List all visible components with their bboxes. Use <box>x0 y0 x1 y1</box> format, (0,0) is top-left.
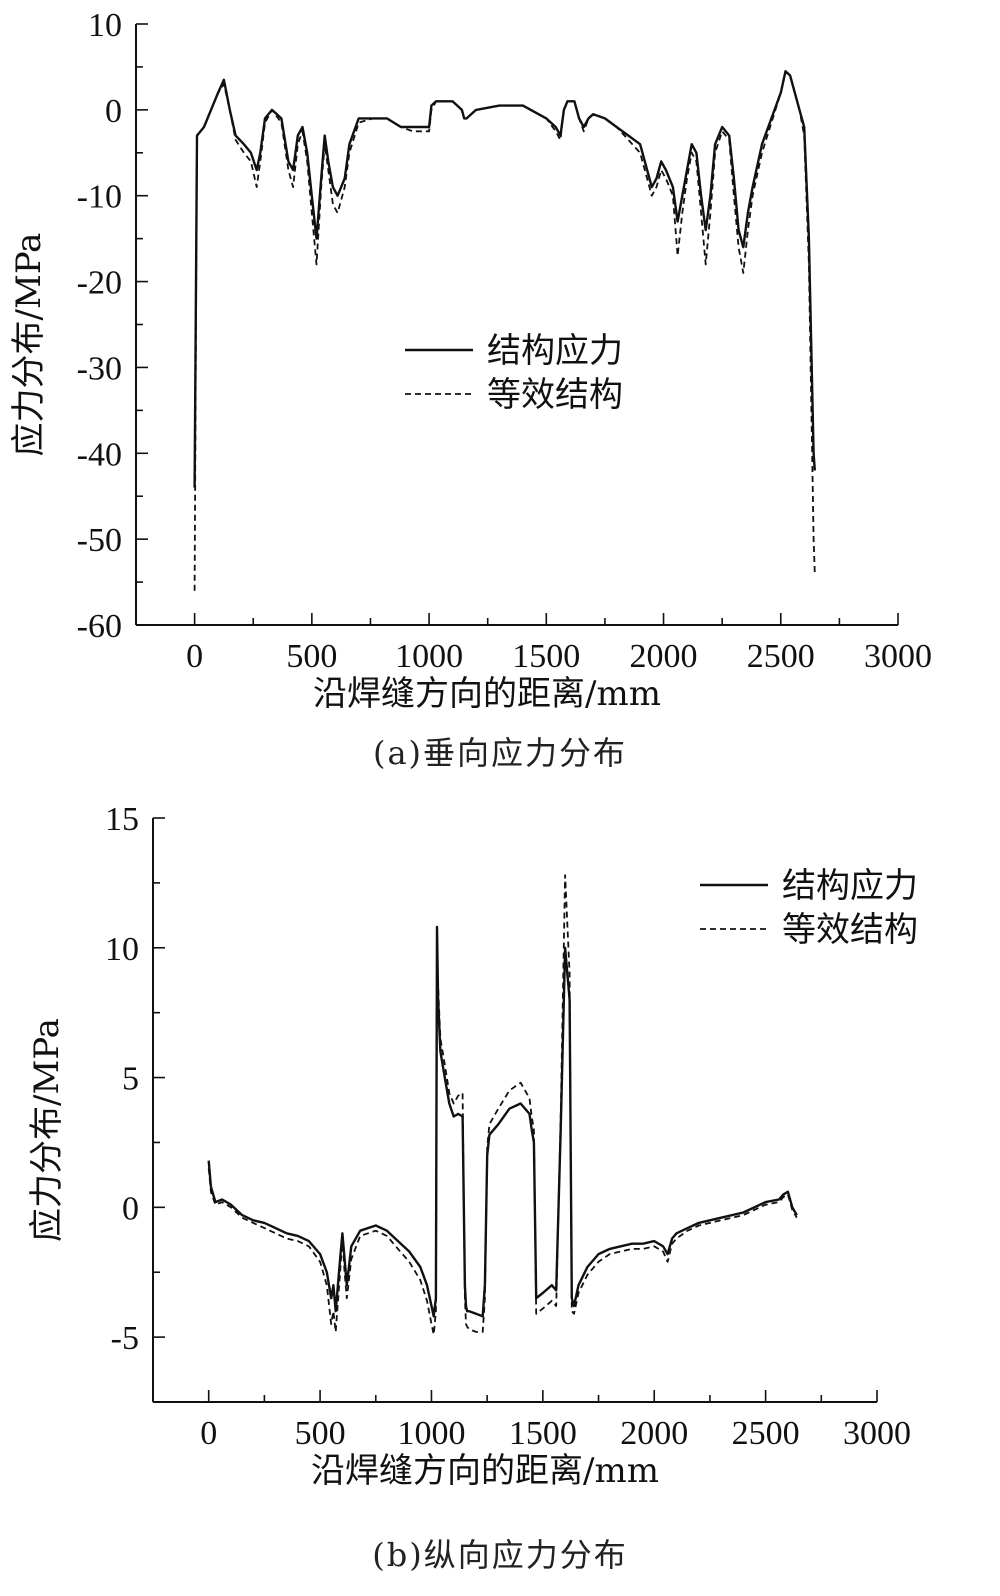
y-axis-title: 应力分布/MPa <box>27 1018 67 1242</box>
y-tick-label: -40 <box>77 436 122 473</box>
series-line-structural <box>207 925 798 1318</box>
chart-longitudinal-stress: 沿焊缝方向的距离/mm 应力分布/MPa 15 10 5 0 -5 0 500 1000 1500… <box>27 801 918 1491</box>
x-tick-label: 0 <box>200 1415 217 1452</box>
x-tick-label: 3000 <box>864 638 932 675</box>
x-tick-label: 2000 <box>620 1415 688 1452</box>
y-tick-label: 10 <box>105 931 139 968</box>
x-tick-label: 1000 <box>395 638 463 675</box>
chart-panel-longitudinal-stress: 沿焊缝方向的距离/mm 应力分布/MPa 15 10 5 0 -5 0 500 1000 1500… <box>0 790 1000 1596</box>
series-line-structural <box>193 69 816 488</box>
x-tick-label: 500 <box>295 1415 346 1452</box>
x-tick-label: 1000 <box>397 1415 465 1452</box>
chart-vertical-stress: 沿焊缝方向的距离/mm 应力分布/MPa 10 0 -10 -20 -30 -40 -50 -6… <box>9 7 932 714</box>
x-tick-label: 2500 <box>732 1415 800 1452</box>
y-tick-label: 15 <box>105 801 139 838</box>
y-tick-label: -10 <box>77 179 122 216</box>
chart-caption-vertical-stress: (a)垂向应力分布 <box>372 734 628 772</box>
y-axis-title: 应力分布/MPa <box>9 233 49 457</box>
x-tick-label: 0 <box>186 638 203 675</box>
legend-label: 结构应力 <box>487 331 623 371</box>
chart-panel-vertical-stress: 沿焊缝方向的距离/mm 应力分布/MPa 10 0 -10 -20 -30 -40 -50 -6… <box>0 0 1000 790</box>
y-tick-label: 0 <box>105 93 122 130</box>
y-tick-label: -50 <box>77 522 122 559</box>
legend-label: 等效结构 <box>487 375 623 415</box>
legend-label: 结构应力 <box>782 866 918 906</box>
y-tick-label: 10 <box>88 7 122 44</box>
y-tick-label: 0 <box>122 1190 139 1227</box>
y-tick-label: -60 <box>77 608 122 645</box>
y-tick-label: -30 <box>77 350 122 387</box>
x-tick-label: 2500 <box>747 638 815 675</box>
x-tick-label: 500 <box>286 638 337 675</box>
y-tick-label: -5 <box>111 1320 139 1357</box>
legend-label: 等效结构 <box>782 910 918 950</box>
x-tick-label: 2000 <box>630 638 698 675</box>
x-axis-title: 沿焊缝方向的距离/mm <box>313 674 661 714</box>
chart-caption-longitudinal-stress: (b)纵向应力分布 <box>372 1536 628 1574</box>
x-tick-label: 3000 <box>843 1415 911 1452</box>
y-tick-label: 5 <box>122 1061 139 1098</box>
x-tick-label: 1500 <box>512 638 580 675</box>
x-tick-label: 1500 <box>509 1415 577 1452</box>
series-line-equivalent <box>207 874 798 1336</box>
y-tick-label: -20 <box>77 265 122 302</box>
x-axis-title: 沿焊缝方向的距离/mm <box>311 1451 659 1491</box>
